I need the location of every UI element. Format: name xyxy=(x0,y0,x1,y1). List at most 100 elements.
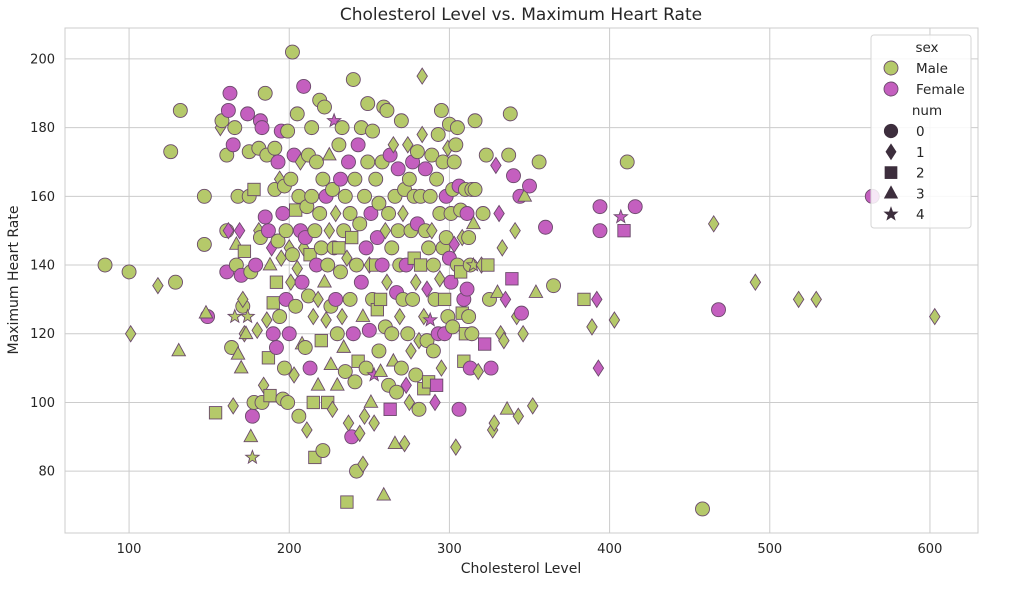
data-point xyxy=(266,296,280,310)
data-point xyxy=(617,224,631,238)
data-point xyxy=(233,221,246,240)
data-point xyxy=(329,376,345,391)
data-point xyxy=(152,276,164,295)
data-point xyxy=(325,182,340,197)
data-point xyxy=(336,339,352,353)
data-point xyxy=(320,311,332,329)
data-point xyxy=(465,215,481,230)
data-point xyxy=(257,85,273,101)
data-point xyxy=(475,206,491,221)
data-point xyxy=(315,443,331,459)
data-point xyxy=(285,273,297,292)
data-point xyxy=(405,342,417,360)
data-point xyxy=(326,112,343,128)
data-point xyxy=(360,154,376,170)
data-point xyxy=(121,264,137,280)
data-point xyxy=(222,85,238,101)
data-point xyxy=(627,199,643,215)
data-point xyxy=(331,137,347,153)
data-point xyxy=(443,274,459,290)
data-point xyxy=(424,147,440,163)
legend-label: 2 xyxy=(916,166,925,182)
data-point xyxy=(345,326,361,342)
y-tick-label: 100 xyxy=(30,396,55,411)
data-point xyxy=(434,269,446,288)
data-point xyxy=(225,137,241,153)
data-point xyxy=(342,206,358,221)
data-point xyxy=(321,146,337,161)
legend-marker-square xyxy=(884,166,898,179)
data-point xyxy=(333,171,348,187)
data-point xyxy=(592,199,608,215)
data-point xyxy=(227,397,239,415)
data-point xyxy=(334,120,350,136)
data-point xyxy=(522,178,537,194)
data-point xyxy=(332,241,346,255)
data-point xyxy=(304,120,320,136)
data-point xyxy=(291,408,307,424)
data-point xyxy=(429,171,445,187)
data-point xyxy=(381,206,397,221)
data-point xyxy=(288,366,300,384)
data-point xyxy=(408,367,424,383)
data-point xyxy=(254,120,270,136)
data-point xyxy=(400,376,412,395)
data-point xyxy=(379,102,395,118)
x-tick-label: 500 xyxy=(757,542,782,557)
data-point xyxy=(546,278,561,294)
data-point xyxy=(208,406,223,420)
data-point xyxy=(345,230,359,245)
data-point xyxy=(307,307,320,326)
data-point xyxy=(467,182,483,197)
data-point xyxy=(280,395,296,410)
data-point xyxy=(425,257,441,273)
x-tick-labels: 100 200 300 400 500 600 xyxy=(117,542,943,557)
data-point xyxy=(353,424,366,443)
data-point xyxy=(368,171,384,187)
legend-hue-entries: Male Female xyxy=(883,60,965,98)
data-point xyxy=(619,154,635,170)
data-point xyxy=(502,106,518,122)
data-point xyxy=(509,221,521,240)
data-point xyxy=(347,171,363,187)
data-point xyxy=(592,223,608,239)
data-point xyxy=(499,400,515,415)
data-point xyxy=(284,247,300,263)
data-point xyxy=(517,324,529,343)
data-point xyxy=(459,281,475,297)
x-axis-label: Cholesterol Level xyxy=(461,561,581,577)
x-tick-label: 300 xyxy=(437,542,462,557)
legend-label: 0 xyxy=(916,124,925,140)
data-point xyxy=(172,102,188,118)
data-point xyxy=(498,331,510,350)
data-point xyxy=(317,99,332,115)
data-point xyxy=(446,154,462,170)
data-point xyxy=(237,244,252,258)
data-point xyxy=(448,235,460,254)
data-point xyxy=(337,188,353,204)
data-point xyxy=(227,120,243,136)
data-points xyxy=(97,44,941,517)
data-point xyxy=(381,273,393,292)
data-point xyxy=(358,407,371,426)
data-point xyxy=(373,363,389,377)
data-point xyxy=(304,188,320,204)
data-point xyxy=(433,102,449,118)
data-point xyxy=(459,206,475,221)
legend-frame xyxy=(870,34,972,229)
data-point xyxy=(349,257,364,273)
data-point xyxy=(313,240,329,256)
data-point xyxy=(493,204,505,223)
data-point xyxy=(410,273,422,292)
data-point xyxy=(437,292,452,307)
data-point xyxy=(263,388,277,403)
data-point xyxy=(421,280,433,298)
data-point xyxy=(591,290,603,309)
data-point xyxy=(363,394,379,408)
legend-label: Male xyxy=(916,61,948,77)
data-point xyxy=(421,240,437,256)
data-point xyxy=(239,308,256,324)
data-point xyxy=(430,127,446,142)
data-point xyxy=(538,219,553,235)
data-point xyxy=(461,230,477,246)
